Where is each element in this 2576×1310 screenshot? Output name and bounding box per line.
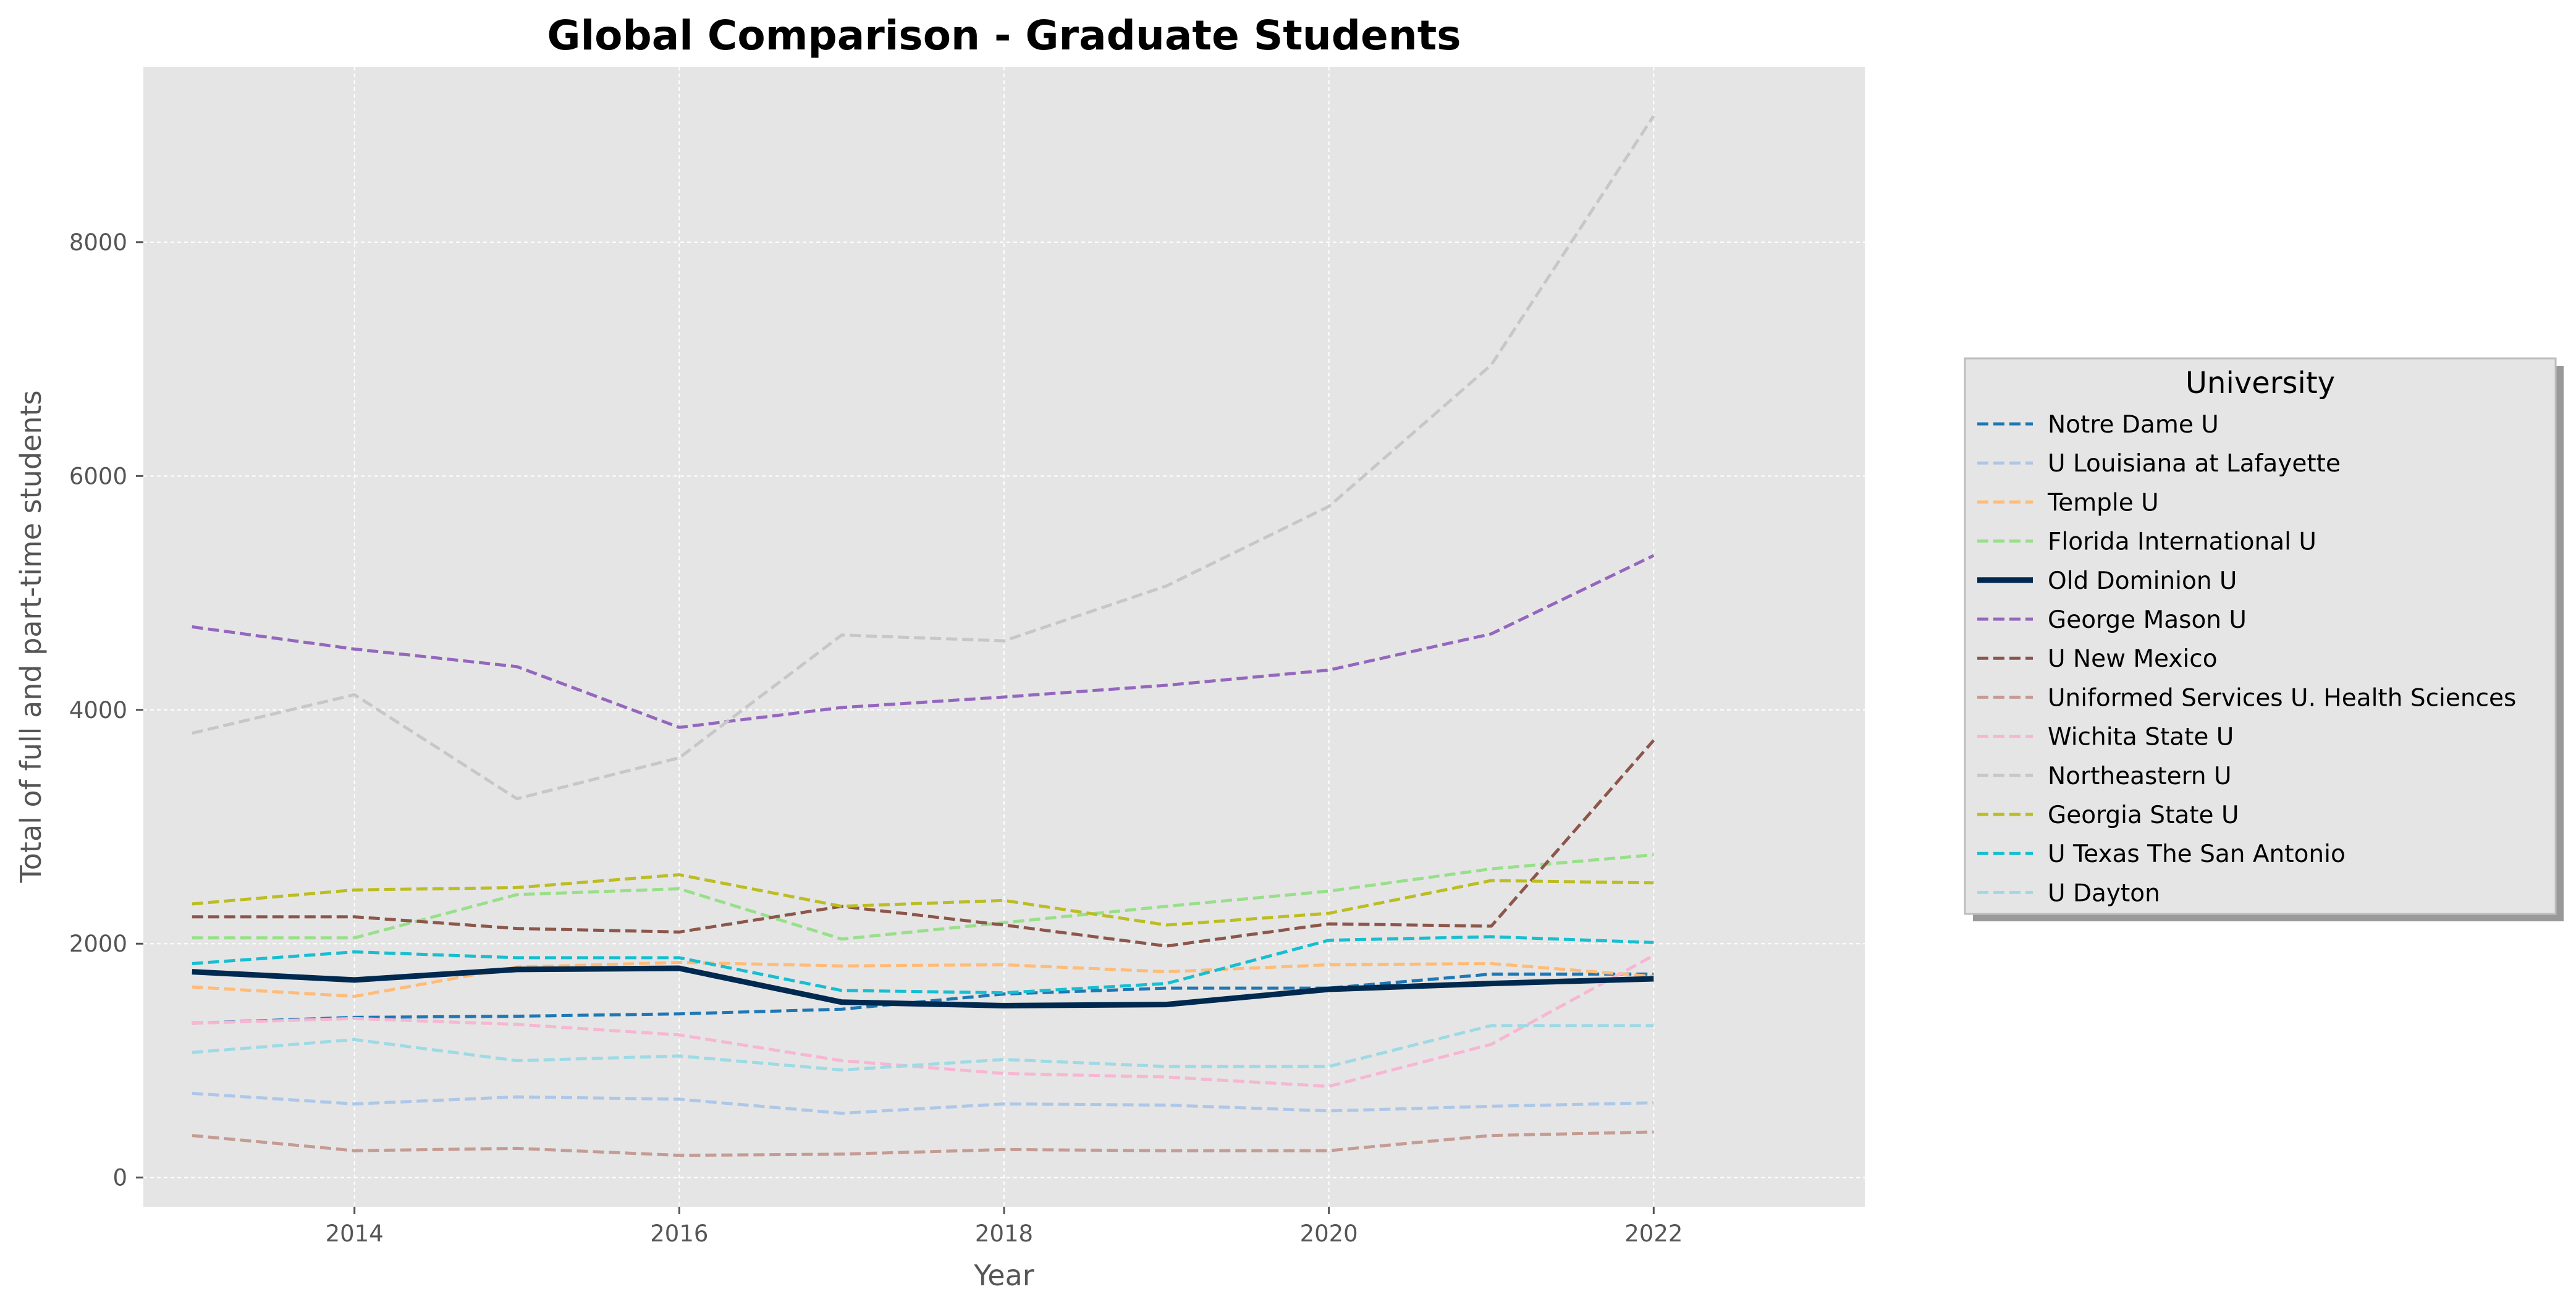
- series-lines: [192, 115, 1655, 1157]
- axis-ticks: 2014 2016 2018 2020 2022 0 2000 4000 6000 8000: [69, 229, 1683, 1247]
- y-tick-label-0: 0: [112, 1165, 127, 1191]
- series-line-10: [192, 873, 1654, 927]
- x-tick-label-4: 2022: [1624, 1220, 1683, 1247]
- series-line-4: [192, 965, 1654, 1008]
- legend-label-12: U Dayton: [2048, 879, 2160, 907]
- x-tick-label-3: 2020: [1300, 1220, 1358, 1247]
- grid-lines: [143, 67, 1865, 1207]
- legend-label-3: Florida International U: [2048, 528, 2316, 556]
- series-line-5: [192, 554, 1655, 729]
- legend-label-5: George Mason U: [2048, 606, 2247, 634]
- series-line-11: [192, 935, 1654, 995]
- series-line-9: [192, 115, 1655, 801]
- legend-label-1: U Louisiana at Lafayette: [2048, 450, 2341, 478]
- series-line-8: [192, 954, 1655, 1088]
- y-tick-label-2: 4000: [69, 697, 127, 724]
- series-line-6: [192, 739, 1655, 948]
- legend-label-0: Notre Dame U: [2048, 411, 2219, 439]
- x-tick-label-2: 2018: [975, 1220, 1033, 1247]
- legend-label-7: Uniformed Services U. Health Sciences: [2048, 684, 2516, 712]
- legend-label-4: Old Dominion U: [2048, 567, 2237, 595]
- y-tick-label-1: 2000: [69, 931, 127, 957]
- x-tick-label-1: 2016: [650, 1220, 708, 1247]
- legend-title: University: [2185, 366, 2335, 400]
- legend-label-9: Northeastern U: [2048, 763, 2232, 790]
- legend-items: Notre Dame U U Louisiana at Lafayette Temp…: [1977, 411, 2516, 907]
- x-tick-label-0: 2014: [326, 1220, 384, 1247]
- x-axis-label: Year: [973, 1259, 1034, 1292]
- legend-label-11: U Texas The San Antonio: [2048, 840, 2346, 868]
- y-tick-label-3: 6000: [69, 463, 127, 489]
- series-line-1: [192, 1091, 1654, 1115]
- series-line-7: [192, 1130, 1654, 1157]
- series-line-12: [192, 1024, 1654, 1072]
- y-axis-label: Total of full and part-time students: [14, 390, 48, 883]
- legend-box: [1964, 357, 2557, 915]
- chart-title: Global Comparison - Graduate Students: [547, 12, 1461, 59]
- legend-label-8: Wichita State U: [2048, 724, 2234, 751]
- series-line-3: [192, 853, 1654, 941]
- legend-label-10: Georgia State U: [2048, 801, 2239, 829]
- plot-area: [143, 67, 1865, 1207]
- legend: University Notre Dame U U Louisiana at La…: [1964, 357, 2564, 921]
- series-line-2: [192, 961, 1654, 998]
- legend-label-2: Temple U: [2047, 489, 2159, 517]
- legend-label-6: U New Mexico: [2048, 645, 2218, 673]
- y-tick-label-4: 8000: [69, 229, 127, 256]
